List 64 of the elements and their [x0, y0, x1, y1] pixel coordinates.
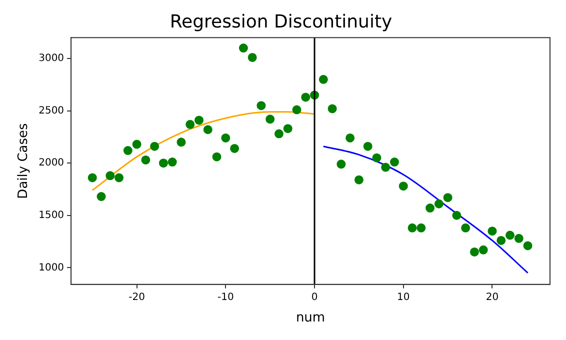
point — [123, 146, 132, 156]
y-tick-label: 1000 — [38, 262, 64, 274]
point — [168, 158, 177, 167]
point — [132, 140, 142, 149]
x-tick-label: 10 — [397, 292, 410, 303]
point — [194, 116, 204, 125]
point — [158, 158, 168, 168]
point — [150, 142, 160, 151]
point — [416, 223, 426, 232]
point — [461, 223, 470, 232]
point — [372, 153, 382, 162]
x-tick-label: -20 — [128, 292, 145, 303]
point — [354, 175, 364, 184]
x-tick-label: 0 — [311, 292, 318, 303]
point — [283, 124, 292, 134]
point — [96, 192, 106, 202]
point — [434, 199, 444, 208]
y-tick-label: 3000 — [38, 53, 64, 64]
point — [318, 74, 328, 84]
point — [398, 182, 408, 191]
point — [230, 144, 240, 153]
point — [274, 129, 284, 138]
point — [301, 92, 310, 102]
point — [186, 120, 195, 129]
point — [390, 158, 399, 167]
point — [470, 247, 479, 256]
point — [292, 105, 302, 114]
point — [426, 204, 435, 213]
point — [256, 101, 266, 110]
point — [452, 210, 462, 220]
point — [381, 162, 390, 172]
chart-title: Regression Discontinuity — [170, 11, 393, 32]
x-axis-title: num — [296, 310, 326, 326]
point — [336, 160, 346, 169]
point — [106, 171, 115, 180]
point — [514, 234, 524, 243]
point — [443, 193, 452, 202]
y-tick-label: 1500 — [38, 210, 64, 221]
point — [176, 138, 186, 147]
point — [363, 142, 372, 151]
line-series — [92, 111, 316, 192]
point — [328, 104, 337, 114]
point — [496, 236, 506, 245]
point — [488, 226, 497, 236]
point — [88, 173, 97, 182]
point — [212, 152, 222, 162]
point — [523, 241, 532, 250]
point — [114, 173, 124, 182]
point — [408, 223, 417, 232]
point — [478, 245, 488, 254]
point — [506, 230, 515, 240]
y-tick-label: 2500 — [38, 105, 64, 116]
x-tick-label: 20 — [486, 292, 499, 303]
point — [238, 44, 248, 53]
y-axis-title: Daily Cases — [16, 122, 32, 199]
x-tick-label: -10 — [217, 292, 234, 303]
line-series — [322, 146, 529, 274]
point — [248, 52, 257, 62]
point — [203, 125, 212, 134]
y-tick-label: 2000 — [38, 158, 64, 169]
point — [266, 114, 275, 124]
point — [221, 133, 230, 142]
point — [141, 155, 150, 164]
point — [346, 133, 355, 142]
